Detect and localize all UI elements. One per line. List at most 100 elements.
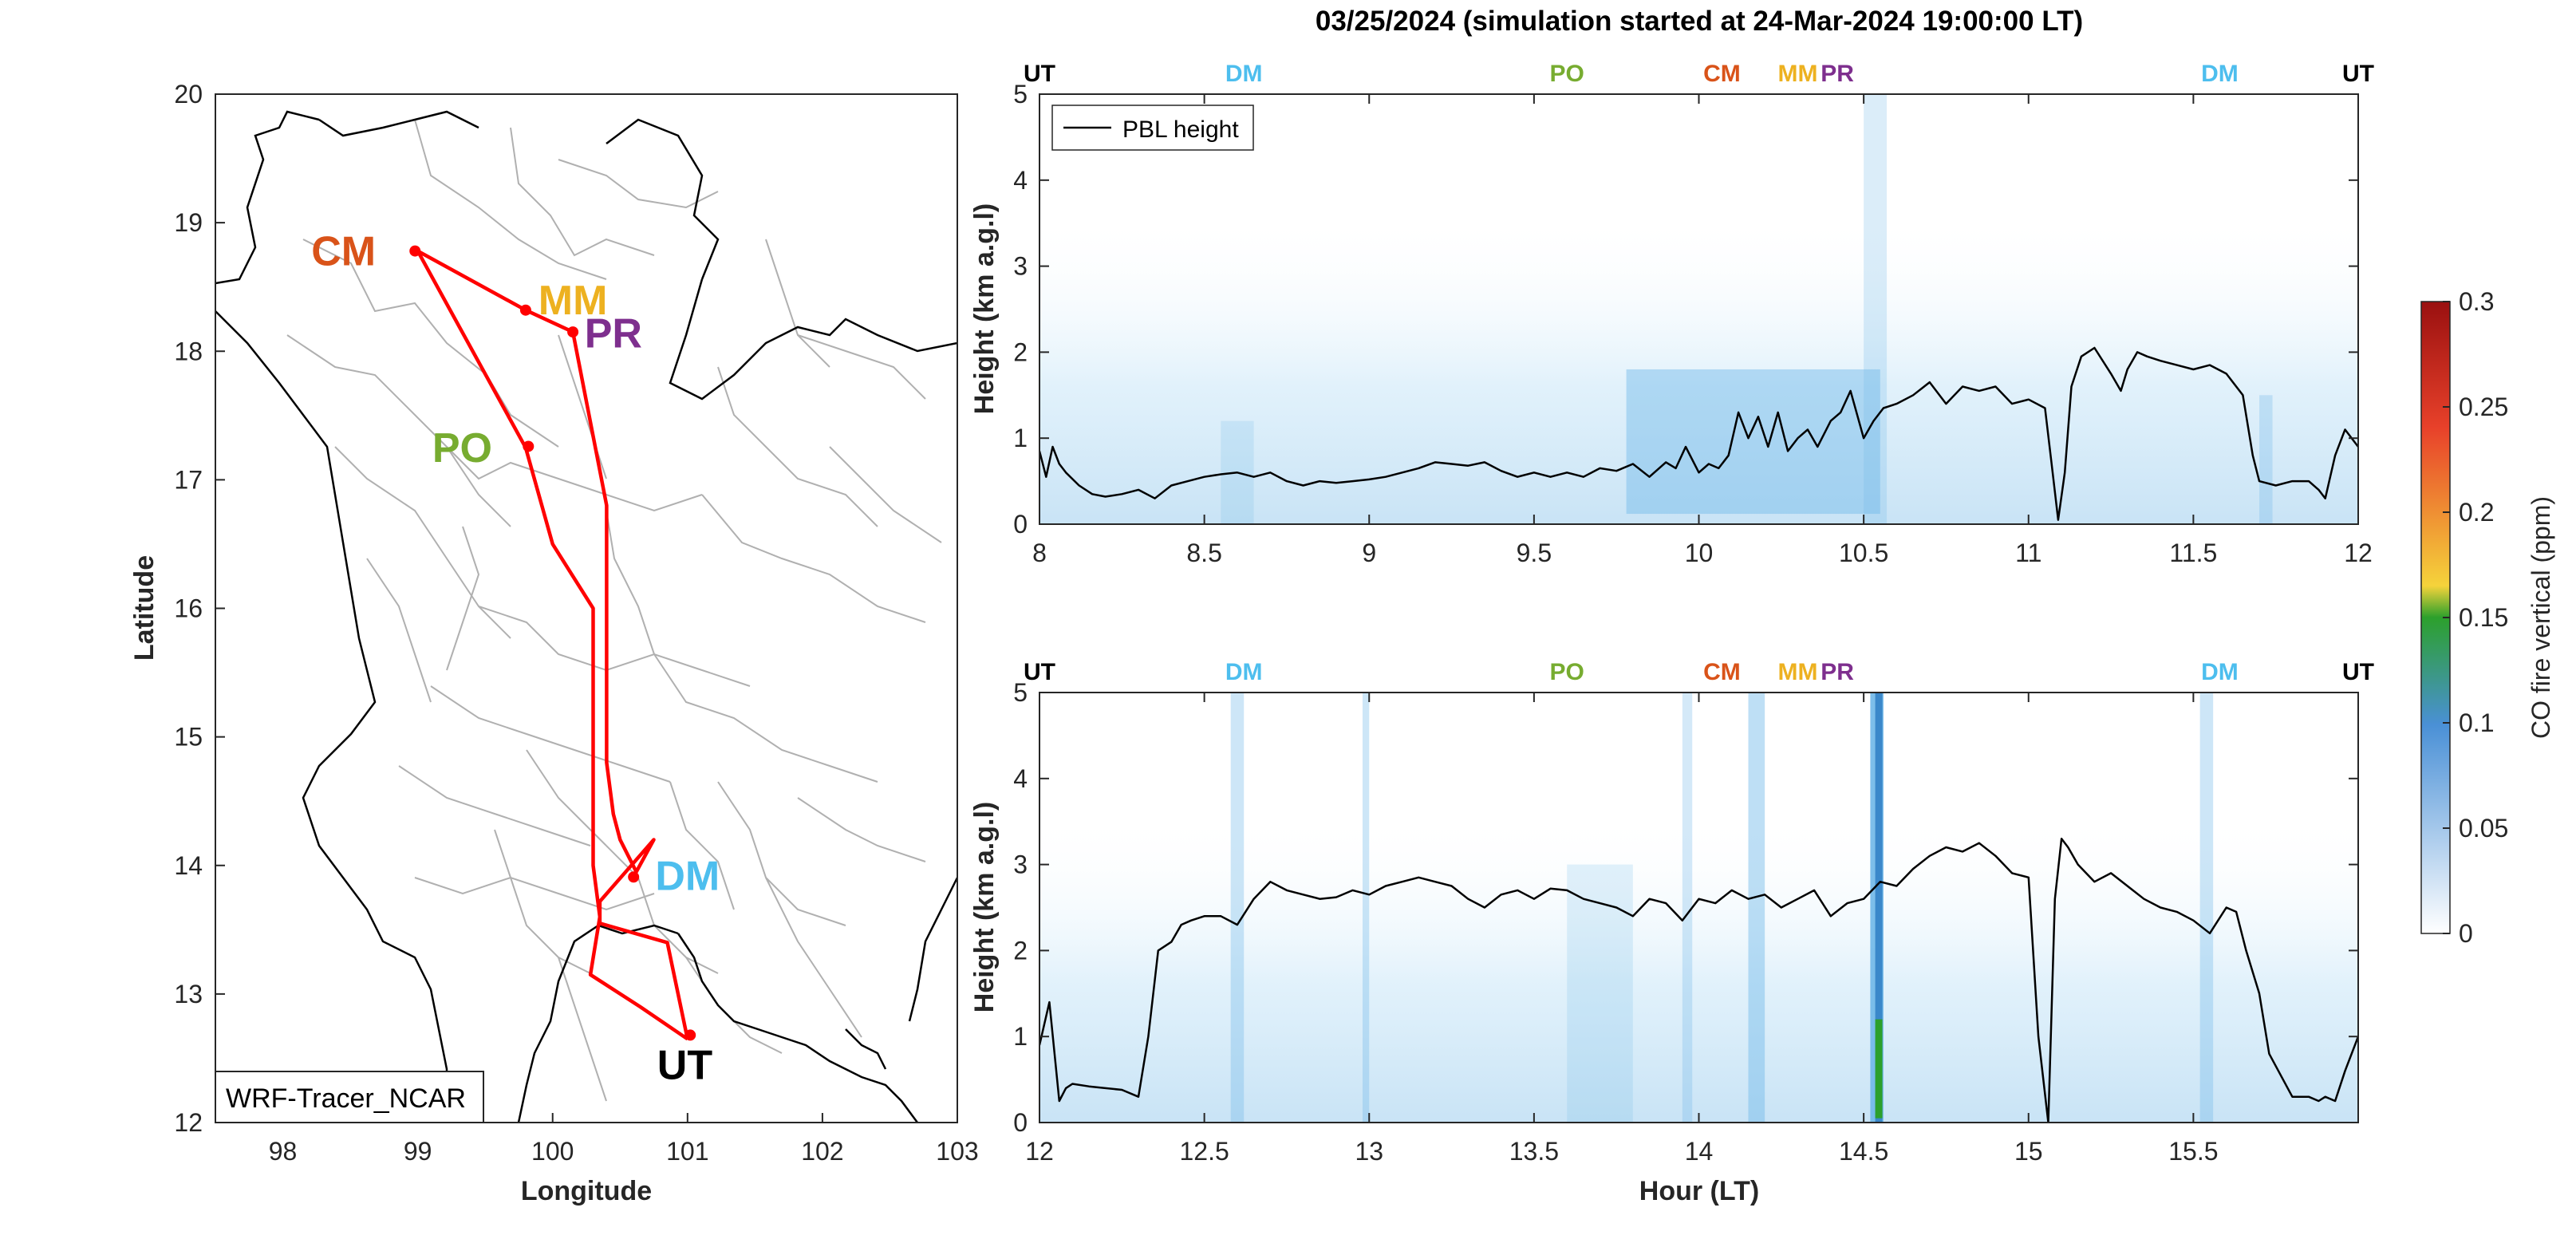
x-tick-label: 12 bbox=[2344, 539, 2373, 567]
y-tick-label: 3 bbox=[1013, 850, 1028, 879]
pbl-height-line bbox=[1039, 346, 2358, 521]
province-border bbox=[494, 829, 591, 974]
province-border bbox=[606, 510, 655, 655]
co-streak bbox=[1567, 864, 1633, 1123]
site-label-dm: DM bbox=[2201, 61, 2239, 87]
y-tick-label: 4 bbox=[1013, 764, 1028, 793]
province-border bbox=[797, 334, 926, 400]
bottom-panel-site-labels: UT DM PO CM MM PR DM UT bbox=[1024, 659, 2374, 685]
y-tick-label: 1 bbox=[1013, 424, 1028, 452]
site-label-dm: DM bbox=[2201, 659, 2239, 685]
site-label-cm: CM bbox=[1703, 61, 1741, 87]
x-tick-label: 11 bbox=[2015, 539, 2041, 567]
co-streak bbox=[1362, 693, 1370, 1123]
site-label-dm: DM bbox=[1225, 659, 1263, 685]
colorbar-tick-label: 0.3 bbox=[2459, 287, 2494, 316]
y-tick-label: 5 bbox=[1013, 678, 1028, 707]
map-y-tick-label: 13 bbox=[174, 980, 203, 1008]
map-y-axis-label: Latitude bbox=[129, 555, 160, 661]
map-x-tick-label: 102 bbox=[801, 1137, 843, 1166]
province-border bbox=[286, 334, 511, 527]
y-tick-label: 0 bbox=[1013, 510, 1028, 539]
site-label-pr: PR bbox=[585, 311, 642, 357]
site-label-pr: PR bbox=[1821, 61, 1854, 87]
map-y-tick-label: 12 bbox=[174, 1108, 203, 1137]
province-border bbox=[829, 446, 942, 543]
site-label-dm: DM bbox=[655, 854, 720, 900]
pbl-height-line bbox=[1039, 838, 2358, 1123]
map-legend-box: WRF-Tracer_NCAR bbox=[215, 1071, 484, 1123]
x-tick-label: 14 bbox=[1685, 1137, 1714, 1166]
route-line bbox=[416, 249, 690, 1041]
site-marker-ut bbox=[684, 1029, 696, 1041]
y-tick-label: 2 bbox=[1013, 936, 1028, 965]
pbl-line-bottom bbox=[1039, 838, 2358, 1123]
map-y-tick-label: 16 bbox=[174, 594, 203, 623]
y-tick-label: 4 bbox=[1013, 166, 1028, 195]
coastline bbox=[606, 118, 720, 280]
top-y-axis-label: Height (km a.g.l) bbox=[969, 203, 1000, 414]
co-streak bbox=[1626, 369, 1880, 515]
colorbar: 0 0.05 0.1 0.15 0.2 0.25 0.3 CO fire vertical … bbox=[2420, 287, 2555, 948]
x-tick-label: 10.5 bbox=[1839, 539, 1888, 567]
province-border bbox=[797, 797, 926, 862]
province-border bbox=[669, 781, 735, 910]
x-tick-label: 13.5 bbox=[1509, 1137, 1559, 1166]
province-border bbox=[398, 765, 591, 846]
x-tick-label: 11.5 bbox=[2169, 539, 2217, 567]
province-border bbox=[302, 239, 559, 448]
x-tick-label: 12 bbox=[1025, 1137, 1054, 1166]
bottom-y-axis-label: Height (km a.g.l) bbox=[969, 802, 1000, 1012]
map-y-tick-label: 20 bbox=[174, 80, 203, 109]
map-x-tick-label: 100 bbox=[531, 1137, 574, 1166]
site-label-cm: CM bbox=[1703, 659, 1741, 685]
province-border bbox=[446, 446, 703, 512]
coastline bbox=[908, 877, 957, 1022]
y-tick-label: 5 bbox=[1013, 80, 1028, 109]
map-y-tick-label: 17 bbox=[174, 465, 203, 494]
figure-title: 03/25/2024 (simulation started at 24-Mar… bbox=[1316, 6, 2083, 37]
site-label-pr: PR bbox=[1821, 659, 1854, 685]
x-tick-label: 10 bbox=[1685, 539, 1714, 567]
bottom-x-axis-label: Hour (LT) bbox=[1639, 1176, 1759, 1206]
province-border bbox=[366, 558, 432, 703]
site-label-ut: UT bbox=[2342, 61, 2374, 87]
co-peak-core bbox=[1875, 1019, 1883, 1119]
co-heatmap-bottom bbox=[1039, 693, 2358, 1123]
site-label-ut: UT bbox=[1024, 659, 1055, 685]
map-x-tick-label: 103 bbox=[936, 1137, 978, 1166]
y-tick-label: 1 bbox=[1013, 1022, 1028, 1051]
site-label-ut: UT bbox=[1024, 61, 1055, 87]
map-province-borders bbox=[286, 119, 942, 1102]
province-border bbox=[414, 119, 607, 280]
province-border bbox=[765, 239, 830, 368]
co-heatmap-top bbox=[1039, 94, 2358, 524]
x-tick-label: 9.5 bbox=[1517, 539, 1552, 567]
x-tick-label: 14.5 bbox=[1839, 1137, 1888, 1166]
province-border bbox=[446, 526, 480, 671]
province-border bbox=[510, 127, 655, 257]
co-streak bbox=[2199, 693, 2214, 1123]
coastline bbox=[215, 310, 448, 1123]
co-background bbox=[1039, 812, 2358, 1123]
flight-route bbox=[416, 249, 690, 1041]
co-streak bbox=[1230, 693, 1245, 1123]
coastline bbox=[517, 924, 679, 1123]
x-tick-label: 15 bbox=[2014, 1137, 2043, 1166]
pbl-line-top bbox=[1039, 346, 2358, 521]
province-border bbox=[717, 366, 878, 527]
colorbar-tick-label: 0.25 bbox=[2459, 393, 2508, 421]
y-tick-label: 3 bbox=[1013, 252, 1028, 281]
province-border bbox=[334, 446, 511, 639]
province-border bbox=[414, 876, 655, 911]
site-label-mm: MM bbox=[1777, 659, 1817, 685]
coastline bbox=[215, 110, 320, 285]
site-marker-dm bbox=[628, 871, 640, 883]
site-label-cm: CM bbox=[311, 229, 376, 275]
site-marker-mm bbox=[519, 304, 531, 316]
colorbar-tick-label: 0.1 bbox=[2459, 708, 2494, 737]
